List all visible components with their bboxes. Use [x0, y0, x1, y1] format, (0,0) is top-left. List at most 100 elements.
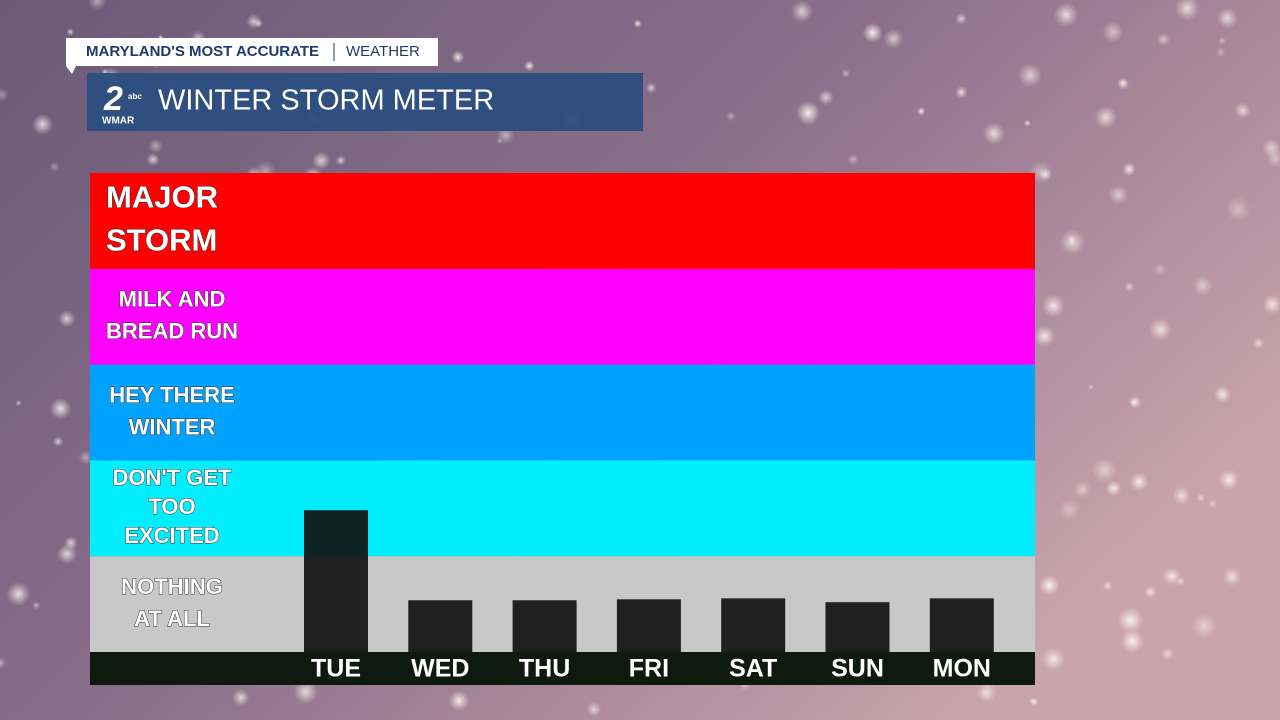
- bokeh-dot: [1041, 647, 1066, 672]
- bokeh-dot: [253, 18, 263, 28]
- bar: [721, 598, 786, 652]
- tagline-box: [66, 38, 438, 74]
- level-label: WINTER: [129, 414, 216, 439]
- bokeh-dot: [1262, 294, 1280, 315]
- bokeh-dot: [1038, 574, 1060, 597]
- logo-number: 2: [103, 80, 123, 118]
- level-label: HEY THERE: [109, 382, 235, 407]
- x-tick-label: FRI: [629, 655, 669, 683]
- bar: [512, 600, 577, 652]
- bokeh-dot: [1102, 580, 1113, 591]
- bokeh-dot: [1059, 229, 1086, 256]
- x-tick-label: TUE: [311, 655, 361, 683]
- bokeh-dot: [883, 28, 904, 49]
- bokeh-dot: [633, 19, 642, 28]
- level-band: [90, 460, 1035, 557]
- bokeh-dot: [982, 122, 1006, 145]
- bokeh-dot: [1191, 613, 1217, 639]
- level-label: TOO: [148, 494, 195, 519]
- bokeh-dot: [955, 12, 968, 25]
- logo-station: WMAR: [102, 116, 135, 127]
- bokeh-dot: [1122, 162, 1136, 177]
- logo-network: abc: [128, 92, 142, 101]
- bokeh-dot: [1207, 499, 1218, 509]
- level-band: [90, 364, 1035, 461]
- bokeh-dot: [1123, 281, 1135, 293]
- bokeh-dot: [841, 68, 851, 79]
- bokeh-dot: [1160, 647, 1175, 661]
- bokeh-dot: [1129, 397, 1139, 408]
- bokeh-dot: [1225, 196, 1252, 223]
- bokeh-dot: [1108, 184, 1129, 205]
- bar: [304, 510, 368, 652]
- bokeh-dot: [955, 85, 968, 99]
- bokeh-dot: [0, 657, 6, 669]
- title-box: [87, 73, 643, 131]
- bokeh-dot: [1041, 294, 1066, 318]
- bokeh-dot: [1116, 77, 1130, 90]
- bokeh-dot: [1094, 105, 1118, 129]
- bokeh-dot: [1120, 629, 1145, 654]
- bokeh-dot: [1218, 469, 1240, 490]
- bokeh-dot: [1033, 325, 1056, 348]
- level-label: DON'T GET: [113, 465, 232, 490]
- bokeh-dot: [1117, 607, 1144, 634]
- bokeh-dot: [1252, 337, 1265, 349]
- bokeh-dot: [232, 688, 250, 707]
- bokeh-dot: [1053, 2, 1079, 27]
- level-label: NOTHING: [121, 574, 222, 599]
- bokeh-dot: [1162, 566, 1182, 586]
- bokeh-dot: [64, 536, 78, 550]
- level-band: [90, 268, 1035, 365]
- bokeh-dot: [1129, 472, 1149, 492]
- bokeh-dot: [1105, 480, 1122, 497]
- bokeh-dot: [52, 436, 64, 447]
- level-label: AT ALL: [134, 606, 210, 631]
- x-tick-label: WED: [411, 655, 469, 683]
- bokeh-dot: [1102, 21, 1124, 43]
- level-label: BREAD RUN: [106, 319, 238, 344]
- bokeh-dot: [1213, 385, 1232, 404]
- bokeh-dot: [451, 50, 465, 64]
- bokeh-dot: [311, 151, 331, 170]
- bokeh-dot: [31, 113, 54, 135]
- bokeh-dot: [78, 450, 93, 465]
- bokeh-dot: [66, 28, 75, 36]
- bokeh-dot: [335, 155, 346, 166]
- bokeh-dot: [1017, 63, 1043, 88]
- x-tick-label: SUN: [831, 655, 884, 683]
- bar: [929, 598, 994, 652]
- bokeh-dot: [817, 89, 834, 106]
- bokeh-dot: [1192, 275, 1213, 296]
- bokeh-dot: [1218, 36, 1226, 45]
- chart-title: WINTER STORM METER: [158, 85, 494, 117]
- bokeh-dot: [15, 400, 22, 407]
- bokeh-dot: [1234, 102, 1251, 119]
- bokeh-dot: [293, 679, 318, 704]
- bokeh-dot: [496, 137, 503, 144]
- bokeh-dot: [58, 310, 76, 328]
- bokeh-dot: [1153, 262, 1167, 277]
- level-label: EXCITED: [124, 523, 219, 548]
- bokeh-dot: [1172, 486, 1192, 506]
- bokeh-dot: [1029, 697, 1039, 707]
- bar: [408, 600, 473, 652]
- bokeh-dot: [1222, 567, 1242, 587]
- bokeh-dot: [32, 601, 41, 610]
- bokeh-dot: [1058, 498, 1081, 521]
- bokeh-dot: [523, 60, 535, 72]
- bokeh-dot: [448, 690, 470, 712]
- bokeh-dot: [49, 397, 72, 420]
- bokeh-dot: [795, 100, 821, 126]
- bokeh-dot: [0, 87, 9, 102]
- day-strip: [90, 652, 1035, 685]
- bokeh-dot: [88, 0, 107, 11]
- bokeh-dot: [1196, 493, 1206, 503]
- bokeh-dot: [916, 107, 926, 116]
- bar: [616, 599, 681, 652]
- level-band: [90, 173, 1035, 269]
- bokeh-dot: [1216, 7, 1238, 29]
- bokeh-dot: [1091, 457, 1118, 483]
